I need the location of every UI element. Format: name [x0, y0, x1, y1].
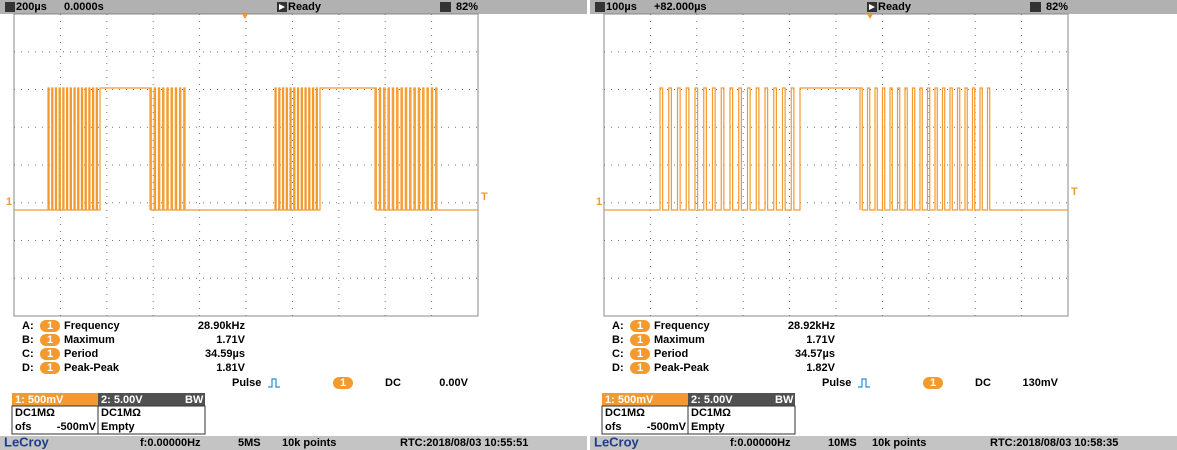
measure-slot: D:	[22, 362, 34, 374]
ch2-coupling: DC1MΩ	[101, 407, 141, 419]
measure-value: 1.71V	[216, 334, 245, 346]
trigger-level: 0.00V	[439, 377, 468, 389]
scope-panel: 100µs +82.000µs Ready 82% 1 T A: 1 Frequency 28.9…	[590, 0, 1177, 450]
timebase-icon	[5, 2, 15, 12]
measure-channel: 1	[47, 320, 53, 332]
measure-name: Peak-Peak	[654, 362, 710, 374]
ch1-coupling: DC1MΩ	[15, 407, 55, 419]
measure-name: Maximum	[64, 334, 115, 346]
battery: 82%	[456, 1, 478, 13]
measure-channel: 1	[637, 348, 643, 360]
measure-slot: D:	[612, 362, 624, 374]
measure-channel: 1	[47, 362, 53, 374]
measure-slot: C:	[612, 348, 624, 360]
measure-slot: B:	[22, 334, 34, 346]
measure-value: 34.57µs	[795, 348, 835, 360]
measure-slot: C:	[22, 348, 34, 360]
battery-icon	[1030, 2, 1041, 12]
trigger-frequency: f:0.00000Hz	[140, 437, 201, 449]
offset: -500mV	[57, 421, 97, 433]
brand: LeCroy	[594, 434, 640, 449]
battery: 82%	[1046, 1, 1068, 13]
measure-name: Peak-Peak	[64, 362, 120, 374]
clock: RTC:2018/08/03 10:58:35	[990, 437, 1118, 449]
ch2-scale: 2: 5.00V	[691, 394, 733, 406]
sample-rate: 5MS	[238, 437, 261, 449]
sample-rate: 10MS	[828, 437, 857, 449]
trigger-type: Pulse	[232, 377, 261, 389]
measure-channel: 1	[637, 334, 643, 346]
trigger-marker: T	[481, 191, 488, 203]
measure-channel: 1	[47, 334, 53, 346]
timebase: 200µs	[16, 1, 47, 13]
measure-value: 1.82V	[806, 362, 835, 374]
timebase-icon	[595, 2, 605, 12]
scope-panel: 200µs 0.0000s Ready 82% 1 T A: 1 Frequency 28.90k…	[0, 0, 587, 450]
bandwidth-limit: BW	[185, 394, 204, 406]
bandwidth-limit: BW	[775, 394, 794, 406]
measure-value: 28.92kHz	[788, 320, 836, 332]
record-length: 10k points	[872, 437, 926, 449]
ch2-scale: 2: 5.00V	[101, 394, 143, 406]
measure-channel: 1	[637, 320, 643, 332]
trigger-coupling: DC	[385, 377, 401, 389]
trigger-marker: T	[1071, 186, 1078, 198]
ch2-status: Empty	[691, 421, 726, 433]
measure-name: Period	[64, 348, 98, 360]
status: Ready	[878, 1, 912, 13]
trigger-level: 130mV	[1023, 377, 1059, 389]
delay: 0.0000s	[64, 1, 104, 13]
offset-label: ofs	[15, 421, 32, 433]
measure-value: 34.59µs	[205, 348, 245, 360]
timebase: 100µs	[606, 1, 637, 13]
ch1-scale: 1: 500mV	[605, 394, 654, 406]
offset: -500mV	[647, 421, 687, 433]
trigger-icon	[268, 379, 280, 387]
trigger-frequency: f:0.00000Hz	[730, 437, 791, 449]
status: Ready	[288, 1, 322, 13]
ch2-status: Empty	[101, 421, 136, 433]
ch2-coupling: DC1MΩ	[691, 407, 731, 419]
measure-value: 1.71V	[806, 334, 835, 346]
measure-channel: 1	[637, 362, 643, 374]
trigger-type: Pulse	[822, 377, 851, 389]
clock: RTC:2018/08/03 10:55:51	[400, 437, 528, 449]
ground-marker: 1	[596, 196, 602, 208]
offset-label: ofs	[605, 421, 622, 433]
measure-value: 1.81V	[216, 362, 245, 374]
measure-name: Maximum	[654, 334, 705, 346]
oscilloscope-screens: 200µs 0.0000s Ready 82% 1 T A: 1 Frequency 28.90k…	[0, 0, 1177, 450]
trigger-channel: 1	[930, 377, 936, 389]
measure-slot: B:	[612, 334, 624, 346]
measure-name: Period	[654, 348, 688, 360]
ch1-coupling: DC1MΩ	[605, 407, 645, 419]
measure-slot: A:	[612, 320, 624, 332]
trigger-channel: 1	[340, 377, 346, 389]
delay: +82.000µs	[654, 1, 707, 13]
measure-name: Frequency	[654, 320, 711, 332]
trigger-icon	[858, 379, 870, 387]
measure-value: 28.90kHz	[198, 320, 246, 332]
record-length: 10k points	[282, 437, 336, 449]
measure-channel: 1	[47, 348, 53, 360]
brand: LeCroy	[4, 434, 50, 449]
ch1-scale: 1: 500mV	[15, 394, 64, 406]
trigger-coupling: DC	[975, 377, 991, 389]
ground-marker: 1	[6, 196, 12, 208]
measure-slot: A:	[22, 320, 34, 332]
battery-icon	[440, 2, 451, 12]
measure-name: Frequency	[64, 320, 121, 332]
